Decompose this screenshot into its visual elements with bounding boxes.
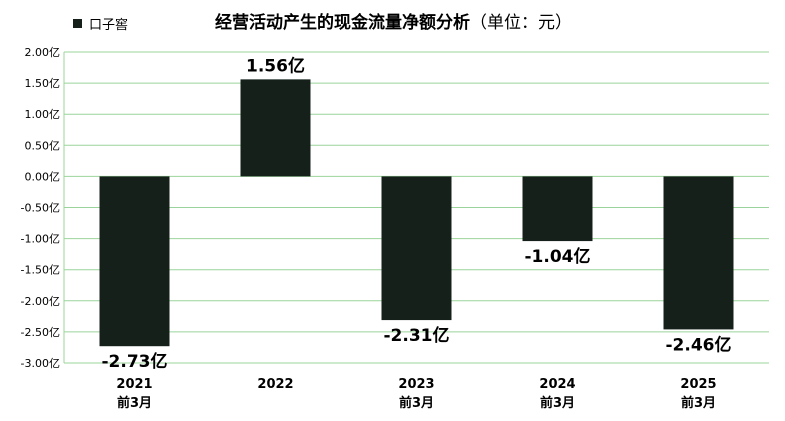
x-category-year: 2024 (539, 377, 575, 392)
data-labels: -2.73亿 1.56亿 -2.31亿 -1.04亿 -2.46亿 (102, 55, 732, 372)
chart-title-main: 经营活动产生的现金流量净额分析 (215, 12, 470, 33)
x-category-period: 前3月 (540, 395, 575, 411)
bars (99, 79, 734, 347)
data-label: -2.46亿 (666, 334, 732, 355)
y-tick-label: -2.50亿 (21, 326, 60, 339)
y-tick-label: 1.00亿 (25, 108, 61, 121)
data-label: 1.56亿 (246, 55, 305, 76)
data-label: -1.04亿 (525, 246, 591, 267)
x-category-period: 前3月 (399, 395, 434, 411)
data-label: -2.31亿 (384, 325, 450, 346)
y-tick-label: -2.00亿 (21, 295, 60, 308)
data-label: -2.73亿 (102, 351, 168, 372)
x-category-period: 前3月 (681, 395, 716, 411)
y-tick-label: -0.50亿 (21, 202, 60, 215)
bar-2022 (240, 79, 311, 177)
x-category-year: 2022 (257, 377, 293, 392)
chart-title: 经营活动产生的现金流量净额分析（单位：元） (215, 12, 572, 33)
bar-2023 (381, 176, 452, 321)
x-category-year: 2021 (116, 377, 152, 392)
legend-label: 口子窖 (89, 17, 128, 33)
x-axis-categories: 2021 前3月 2022 2023 前3月 2024 前3月 2025 前3月 (116, 377, 716, 411)
y-tick-label: 2.00亿 (25, 46, 61, 59)
legend: 口子窖 (73, 17, 128, 33)
y-tick-label: 0.00亿 (25, 170, 61, 183)
x-category-period: 前3月 (117, 395, 152, 411)
chart-title-text: 经营活动产生的现金流量净额分析（单位：元） (215, 12, 572, 33)
bar-2021 (99, 176, 170, 347)
chart-title-unit: （单位：元） (470, 13, 572, 33)
x-category-year: 2025 (680, 377, 716, 392)
legend-swatch (73, 19, 82, 28)
bar-2024 (522, 176, 593, 242)
y-tick-label: -3.00亿 (21, 357, 60, 370)
y-tick-label: -1.50亿 (21, 264, 60, 277)
y-axis-ticks: 2.00亿 1.50亿 1.00亿 0.50亿 0.00亿 -0.50亿 -1.00亿 -1.… (21, 46, 60, 370)
bar-2025 (663, 176, 734, 330)
y-tick-label: -1.00亿 (21, 233, 60, 246)
x-category-year: 2023 (398, 377, 434, 392)
y-tick-label: 0.50亿 (25, 139, 61, 152)
y-tick-label: 1.50亿 (25, 77, 61, 90)
